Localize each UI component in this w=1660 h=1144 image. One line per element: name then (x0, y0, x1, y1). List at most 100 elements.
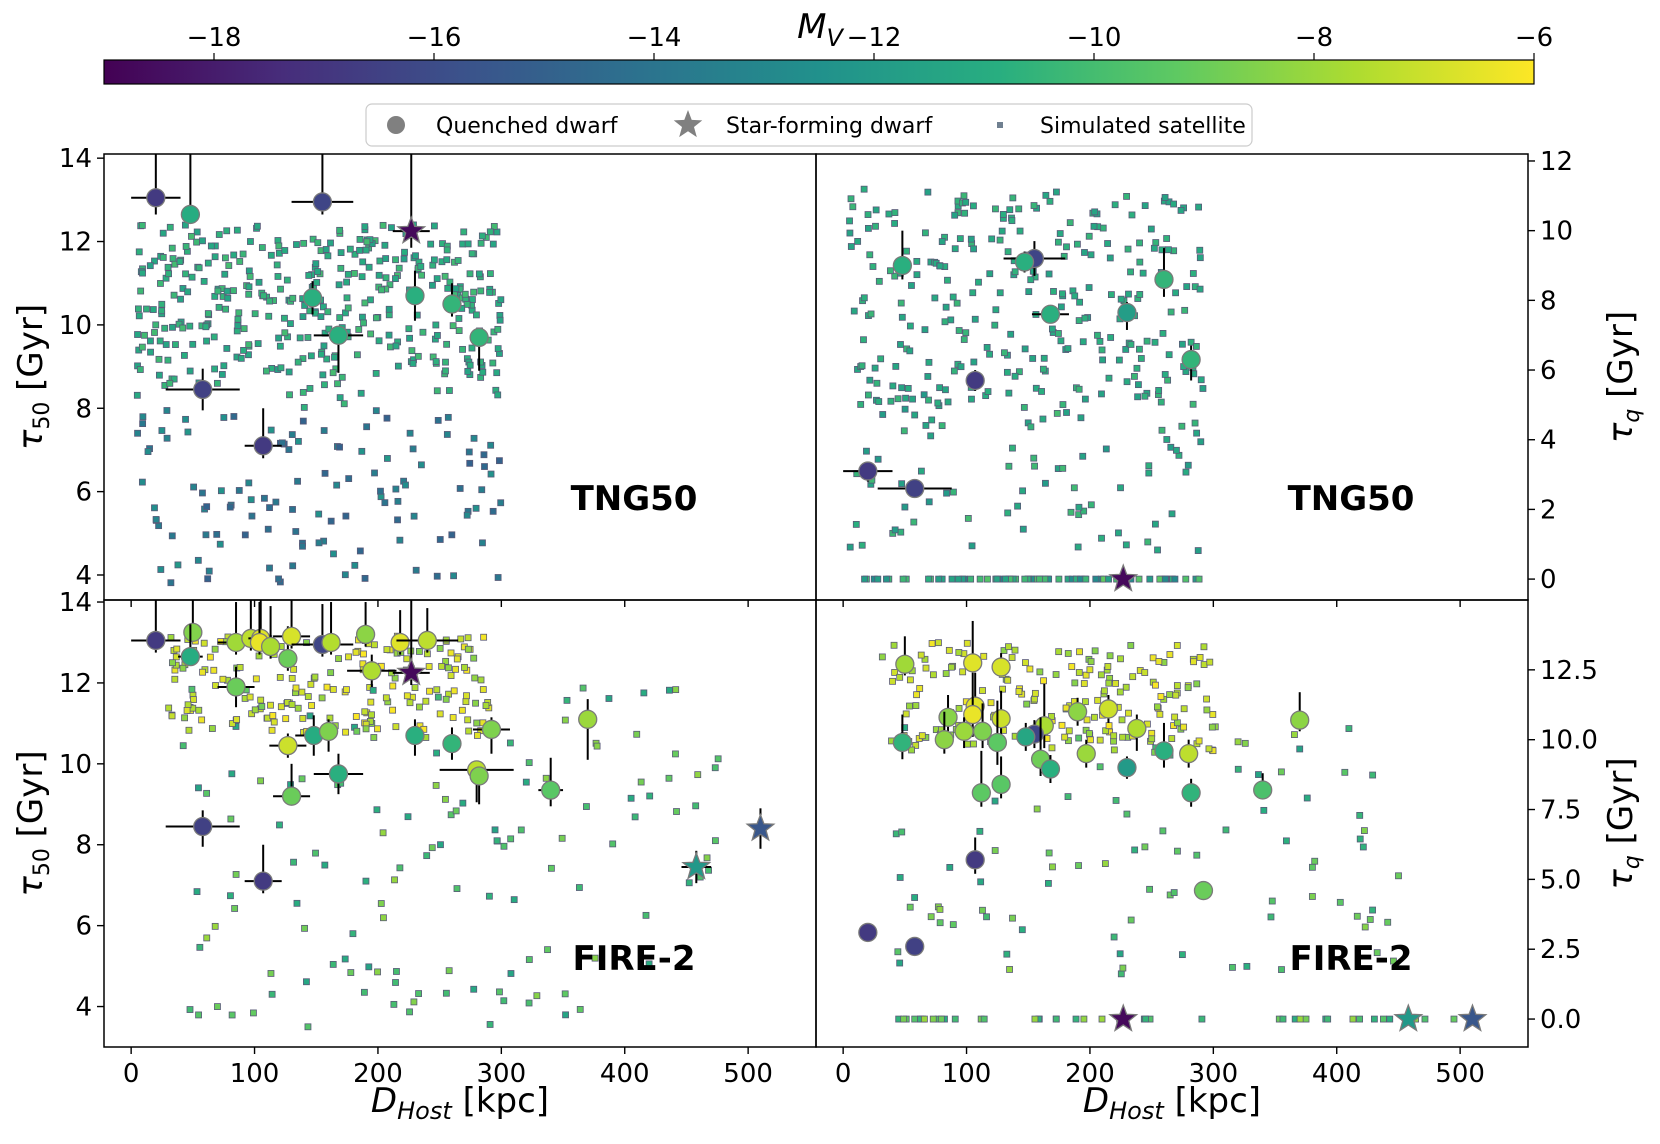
simulated-satellite (367, 296, 374, 304)
simulated-satellite (477, 239, 485, 247)
simulated-satellite (925, 358, 933, 366)
simulated-satellite (1075, 734, 1083, 742)
simulated-satellite (898, 384, 906, 392)
simulated-satellite (951, 245, 959, 253)
simulated-satellite (252, 675, 260, 683)
quenched-dwarfs (131, 154, 489, 459)
simulated-satellite (460, 228, 468, 236)
simulated-satellite (241, 531, 249, 539)
quenched-dwarf-marker (1067, 702, 1088, 722)
simulated-satellite (1040, 677, 1047, 685)
simulated-satellite (1016, 227, 1024, 235)
simulated-satellite (714, 755, 722, 763)
simulated-satellite (942, 386, 949, 394)
simulated-satellite (309, 235, 317, 243)
simulated-satellite (1008, 217, 1016, 225)
y-label-unit: [Gyr] (11, 750, 51, 848)
simulated-satellite (442, 695, 450, 703)
simulated-satellite (1105, 374, 1113, 382)
simulated-satellite (298, 775, 306, 783)
x-label-unit: [kpc] (1164, 1081, 1261, 1121)
panel-tng50-tau50: 4 6 8 10 12 14 τ50 [Gyr] TNG50 (11, 144, 817, 607)
simulated-satellite (1229, 963, 1236, 971)
simulated-satellite (1136, 258, 1144, 266)
simulated-satellite (211, 365, 219, 373)
quenched-dwarf-marker (180, 646, 201, 667)
simulated-satellite (138, 343, 146, 351)
quenched-dwarf-marker (469, 327, 489, 348)
simulated-satellite (1155, 658, 1163, 665)
simulated-satellite (278, 439, 286, 447)
colorbar-tick-label: −16 (407, 23, 462, 53)
simulated-satellite (991, 321, 999, 329)
starforming-dwarf-marker (1108, 563, 1139, 592)
simulated-satellite (357, 389, 365, 397)
simulated-satellite (205, 567, 213, 575)
simulated-satellite (711, 764, 719, 772)
simulated-satellite (336, 226, 344, 234)
simulated-satellite (542, 774, 550, 782)
quenched-dwarf (1067, 697, 1088, 726)
simulated-satellite (365, 963, 373, 971)
simulated-satellite (522, 778, 530, 786)
simulated-satellite (277, 703, 285, 711)
simulated-satellite (487, 270, 494, 278)
simulated-satellite (314, 268, 322, 276)
y-tick-label: 6 (1540, 356, 1557, 386)
simulated-satellite (336, 443, 343, 451)
simulated-satellite (1159, 827, 1167, 835)
y-axis-label: τ50 [Gyr] (11, 750, 55, 896)
simulated-satellite (335, 281, 343, 289)
simulated-satellite (936, 384, 944, 392)
simulated-satellite (1134, 393, 1142, 401)
quenched-dwarf (877, 478, 952, 499)
simulated-satellite (433, 686, 441, 694)
simulated-satellite (1033, 805, 1041, 813)
simulated-satellite (1112, 680, 1120, 687)
simulated-satellite (1027, 423, 1035, 431)
simulated-satellite (147, 348, 154, 356)
simulated-satellite (380, 914, 387, 922)
simulated-satellite (1278, 966, 1285, 973)
simulated-satellite (1142, 1015, 1150, 1023)
simulated-satellite (936, 262, 944, 270)
simulated-satellite (902, 710, 910, 718)
simulated-satellite (1283, 837, 1290, 845)
simulated-satellite (292, 528, 300, 535)
simulated-satellite (977, 878, 985, 886)
simulated-satellite (1055, 648, 1063, 656)
simulated-satellite (344, 304, 352, 312)
simulated-satellite (289, 562, 297, 570)
simulated-satellite (1105, 722, 1113, 730)
simulated-satellite (392, 485, 400, 493)
simulated-satellite (1092, 575, 1100, 583)
simulated-satellite (306, 385, 314, 392)
simulated-satellite (264, 525, 272, 533)
simulated-satellite (436, 536, 444, 543)
panel-label: TNG50 (1288, 479, 1415, 519)
simulated-satellite (219, 675, 227, 683)
simulated-satellite (898, 313, 906, 321)
simulated-satellite (869, 263, 877, 270)
simulated-satellite (235, 309, 243, 317)
simulated-satellite (873, 379, 881, 387)
simulated-satellite (139, 420, 147, 428)
quenched-dwarf (1154, 722, 1174, 768)
simulated-satellite (1366, 916, 1374, 923)
simulated-satellite (885, 210, 893, 218)
simulated-satellite (402, 481, 409, 489)
simulated-satellite (1135, 575, 1143, 583)
simulated-satellite (299, 355, 307, 362)
y-tick-label: 4 (1540, 426, 1557, 456)
simulated-satellite (391, 674, 399, 682)
simulated-satellite (1119, 733, 1127, 741)
simulated-satellite (1149, 654, 1157, 662)
simulated-satellite (1068, 663, 1076, 671)
simulated-satellite (378, 286, 385, 294)
simulated-satellite (1065, 737, 1072, 745)
quenched-dwarf (938, 694, 958, 732)
simulated-satellite (929, 1015, 937, 1023)
simulated-satellite (442, 367, 449, 375)
simulated-satellite (360, 650, 367, 658)
simulated-satellite (1196, 285, 1204, 293)
